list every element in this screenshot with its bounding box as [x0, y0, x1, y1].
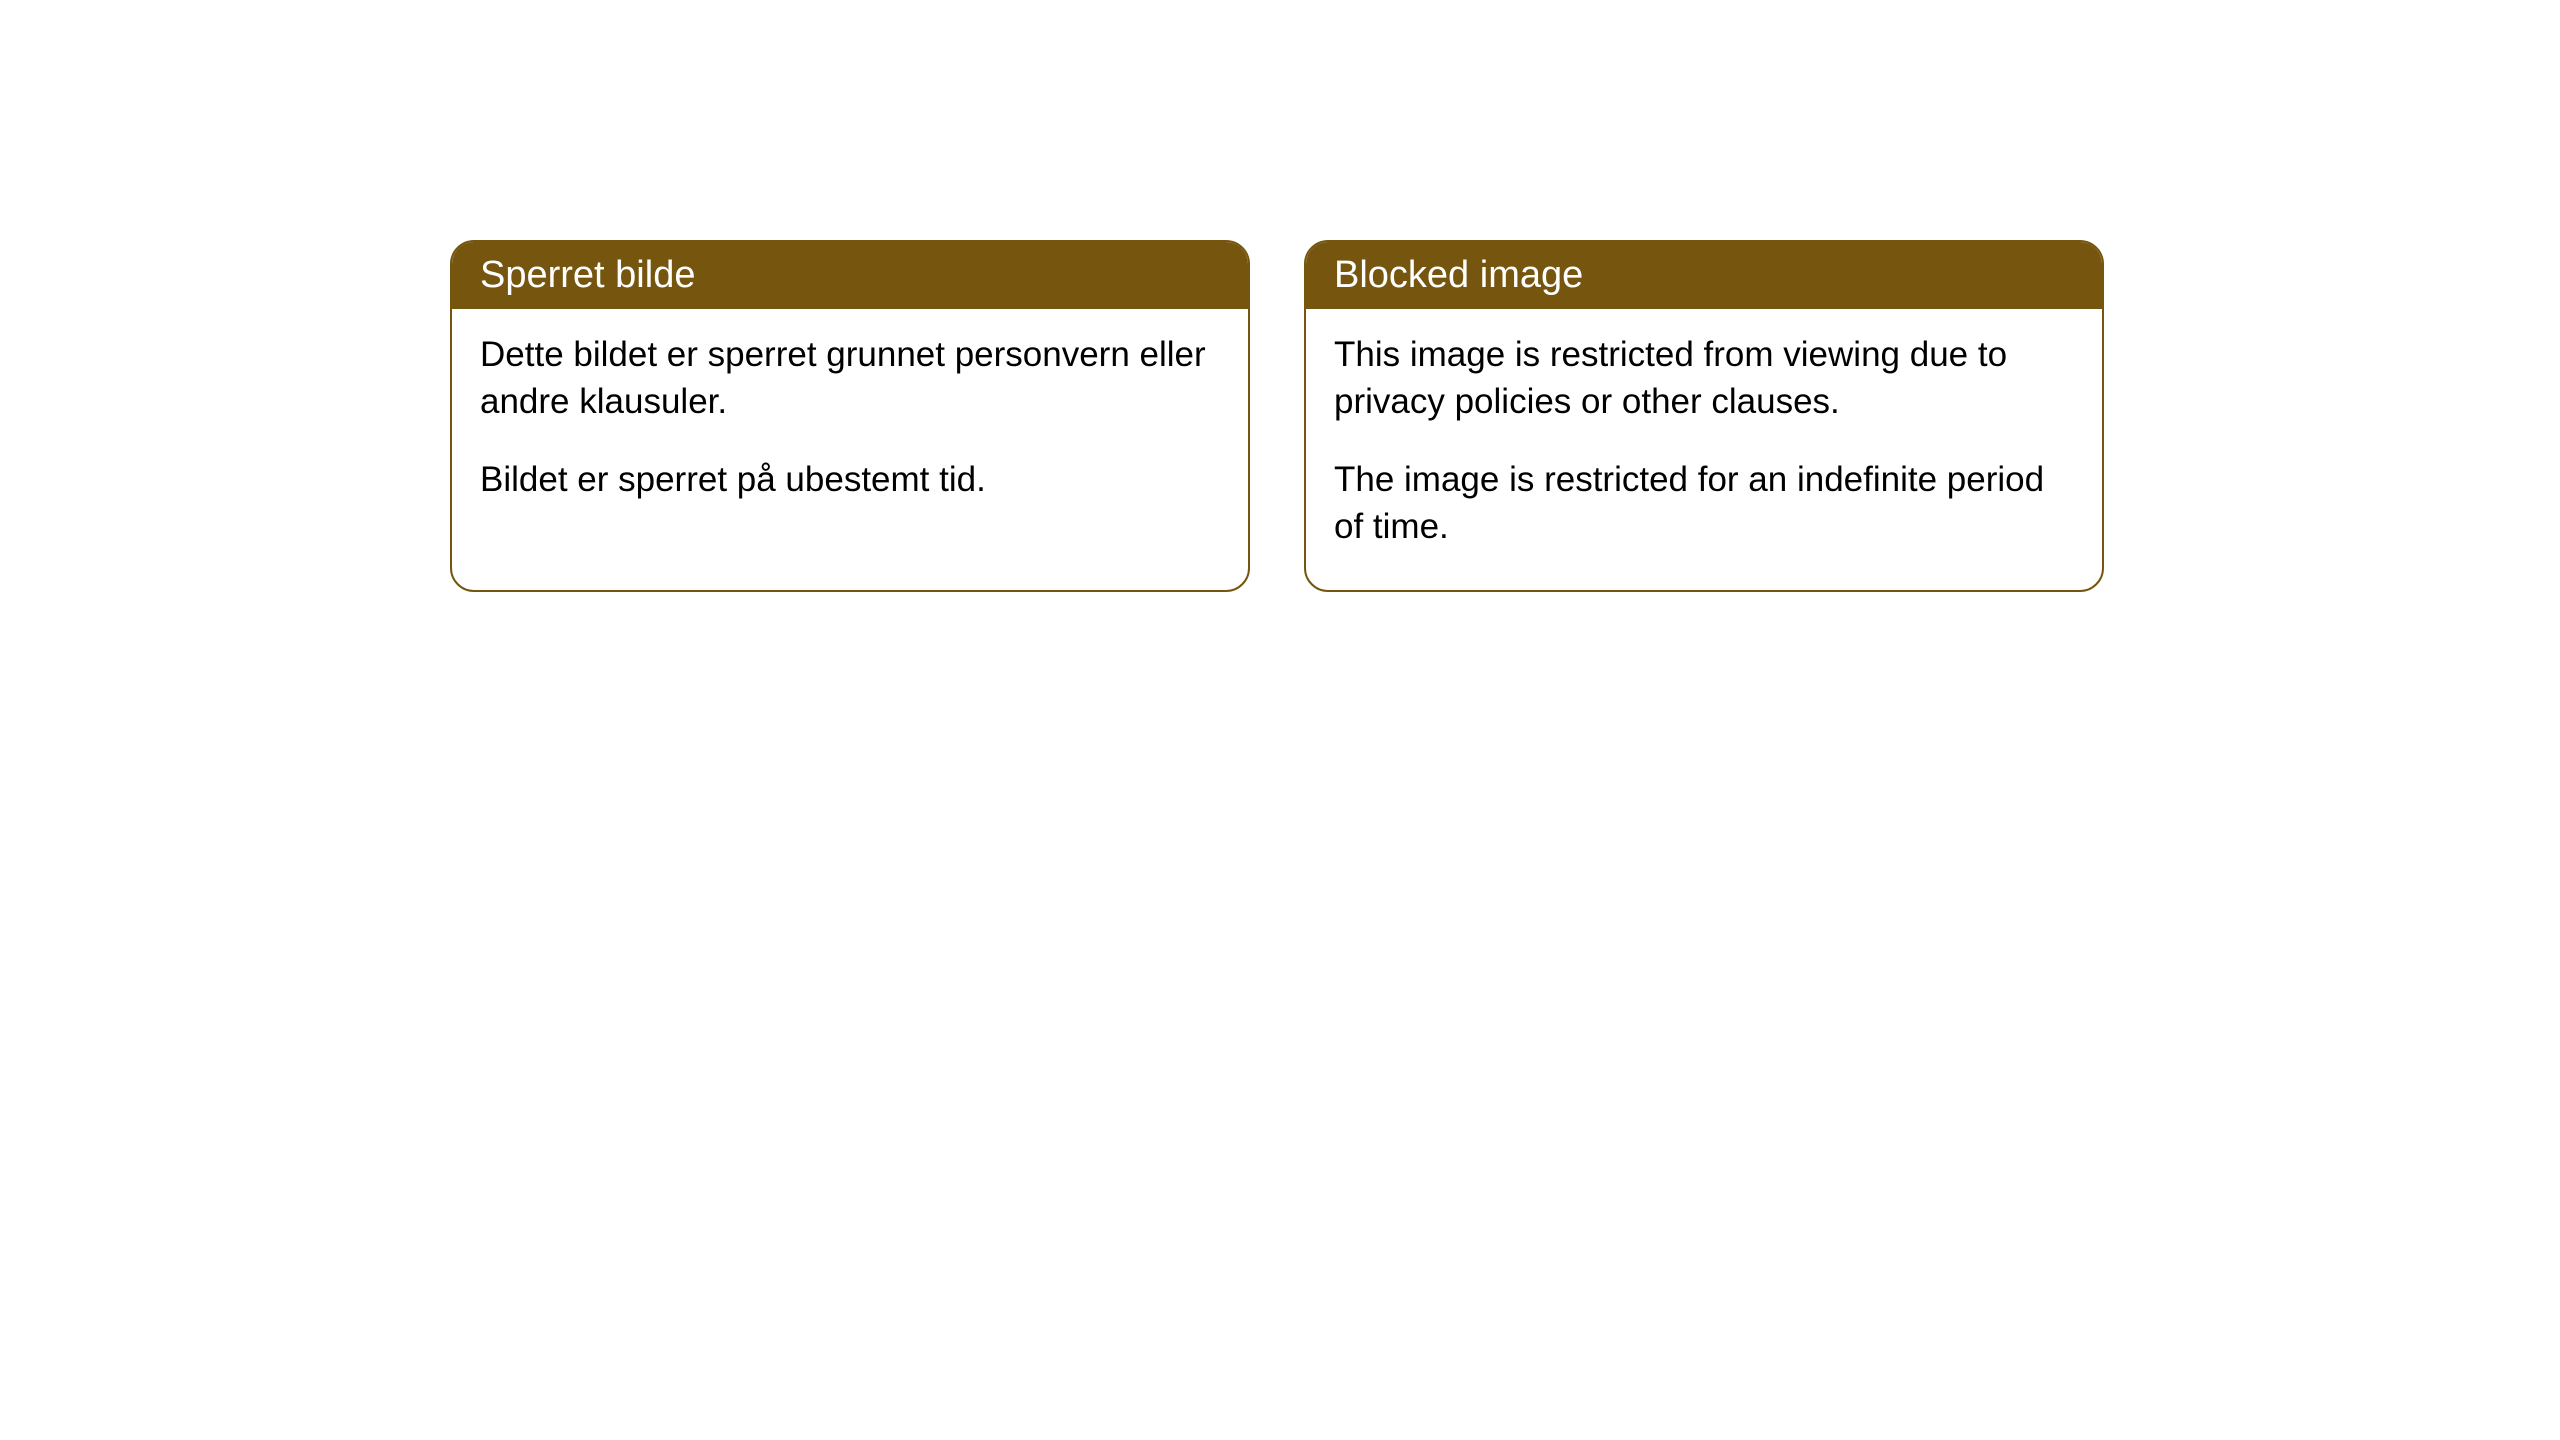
card-header: Blocked image [1306, 242, 2102, 309]
blocked-image-card-english: Blocked image This image is restricted f… [1304, 240, 2104, 592]
card-body: This image is restricted from viewing du… [1306, 309, 2102, 590]
card-paragraph-2: The image is restricted for an indefinit… [1334, 456, 2074, 551]
card-paragraph-1: This image is restricted from viewing du… [1334, 331, 2074, 426]
card-body: Dette bildet er sperret grunnet personve… [452, 309, 1248, 543]
card-header: Sperret bilde [452, 242, 1248, 309]
card-paragraph-2: Bildet er sperret på ubestemt tid. [480, 456, 1220, 503]
card-paragraph-1: Dette bildet er sperret grunnet personve… [480, 331, 1220, 426]
cards-container: Sperret bilde Dette bildet er sperret gr… [0, 0, 2560, 592]
card-title: Blocked image [1334, 254, 1583, 296]
blocked-image-card-norwegian: Sperret bilde Dette bildet er sperret gr… [450, 240, 1250, 592]
card-title: Sperret bilde [480, 254, 695, 296]
